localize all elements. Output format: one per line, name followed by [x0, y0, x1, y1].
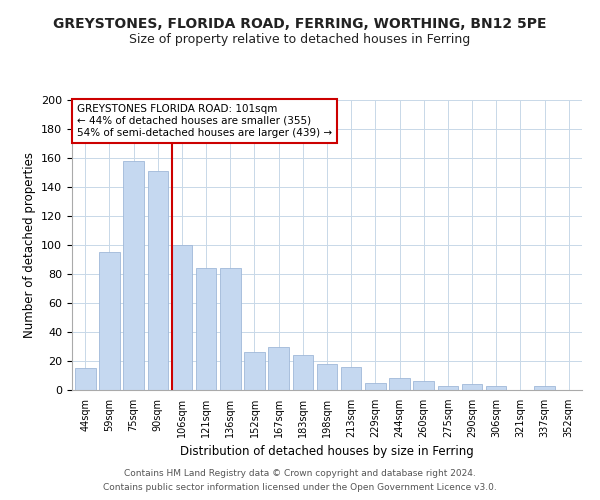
Bar: [437, 386, 458, 390]
Bar: [99, 252, 120, 390]
Text: GREYSTONES FLORIDA ROAD: 101sqm
← 44% of detached houses are smaller (355)
54% o: GREYSTONES FLORIDA ROAD: 101sqm ← 44% of…: [77, 104, 332, 138]
Y-axis label: Number of detached properties: Number of detached properties: [23, 152, 35, 338]
Bar: [172, 245, 192, 390]
Bar: [317, 364, 337, 390]
Bar: [148, 171, 168, 390]
Text: Contains HM Land Registry data © Crown copyright and database right 2024.: Contains HM Land Registry data © Crown c…: [124, 468, 476, 477]
Text: Size of property relative to detached houses in Ferring: Size of property relative to detached ho…: [130, 32, 470, 46]
Bar: [124, 161, 144, 390]
Bar: [244, 352, 265, 390]
Bar: [75, 368, 95, 390]
Text: GREYSTONES, FLORIDA ROAD, FERRING, WORTHING, BN12 5PE: GREYSTONES, FLORIDA ROAD, FERRING, WORTH…: [53, 18, 547, 32]
Bar: [268, 346, 289, 390]
X-axis label: Distribution of detached houses by size in Ferring: Distribution of detached houses by size …: [180, 446, 474, 458]
Bar: [220, 268, 241, 390]
Bar: [196, 268, 217, 390]
Bar: [486, 386, 506, 390]
Bar: [462, 384, 482, 390]
Bar: [389, 378, 410, 390]
Text: Contains public sector information licensed under the Open Government Licence v3: Contains public sector information licen…: [103, 484, 497, 492]
Bar: [293, 355, 313, 390]
Bar: [534, 386, 555, 390]
Bar: [341, 367, 361, 390]
Bar: [413, 382, 434, 390]
Bar: [365, 383, 386, 390]
